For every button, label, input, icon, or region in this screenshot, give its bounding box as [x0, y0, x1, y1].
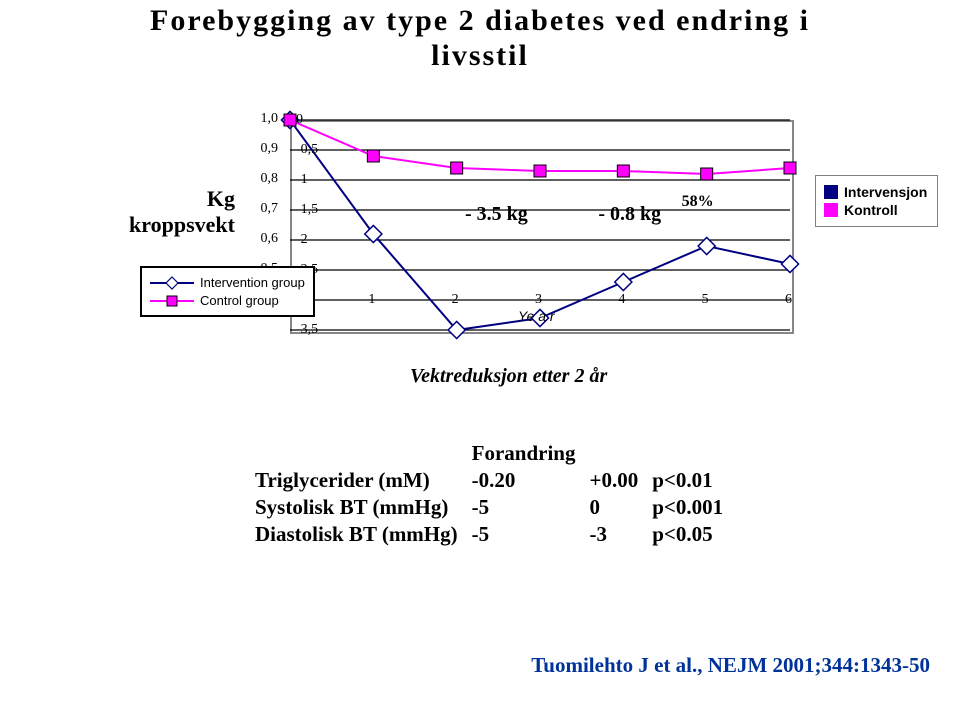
chart-annotation: - 0.8 kg — [598, 203, 661, 226]
table-header — [255, 440, 472, 467]
table-cell: p<0.001 — [652, 494, 737, 521]
table-header — [652, 440, 737, 467]
table-cell: +0.00 — [589, 467, 652, 494]
legend-box: Intervensjon Kontroll — [815, 175, 938, 227]
table-row: Diastolisk BT (mmHg)-5-3p<0.05 — [255, 521, 737, 548]
legend-item: Intervensjon — [824, 184, 927, 200]
table-cell: 0 — [589, 494, 652, 521]
table-row: Systolisk BT (mmHg)-50p<0.001 — [255, 494, 737, 521]
legend-marker-icon — [150, 276, 194, 290]
y-tick-inner: -3,5 — [296, 322, 318, 338]
x-axis-title: Ye a r — [518, 308, 555, 324]
table-row: Triglycerider (mM)-0.20+0.00p<0.01 — [255, 467, 737, 494]
table-cell: Systolisk BT (mmHg) — [255, 494, 472, 521]
y-tick-inner: -1,5 — [296, 202, 318, 218]
x-tick: 1 — [368, 292, 375, 308]
slide-root: Forebygging av type 2 diabetes ved endri… — [0, 0, 960, 708]
legend-marker-icon — [150, 294, 194, 308]
y-tick-inner: -2 — [296, 232, 308, 248]
legend-label: Kontroll — [844, 202, 898, 218]
citation: Tuomilehto J et al., NEJM 2001;344:1343-… — [531, 653, 930, 678]
x-tick: 5 — [702, 292, 709, 308]
table-cell: -3 — [589, 521, 652, 548]
legend-swatch-icon — [824, 203, 838, 217]
original-legend-label: Intervention group — [200, 275, 305, 290]
chart-caption: Vektreduksjon etter 2 år — [410, 365, 607, 388]
y-tick-outer: 0,9 — [238, 141, 278, 157]
results-table: ForandringTriglycerider (mM)-0.20+0.00p<… — [255, 440, 737, 548]
table-header — [589, 440, 652, 467]
table-cell: Diastolisk BT (mmHg) — [255, 521, 472, 548]
original-legend-label: Control group — [200, 293, 279, 308]
original-legend-item: Intervention group — [150, 275, 305, 290]
y-tick-outer: 0,6 — [238, 231, 278, 247]
legend-label: Intervensjon — [844, 184, 927, 200]
y-tick-outer: 0,8 — [238, 171, 278, 187]
table-cell: p<0.01 — [652, 467, 737, 494]
table-cell: -5 — [472, 494, 590, 521]
y-tick-inner: -1 — [296, 172, 308, 188]
x-tick: 2 — [452, 292, 459, 308]
chart-annotation: 58% — [682, 193, 714, 211]
table-header: Forandring — [472, 440, 590, 467]
x-tick: 6 — [785, 292, 792, 308]
x-tick: 3 — [535, 292, 542, 308]
y-tick-inner: -0,5 — [296, 142, 318, 158]
y-tick-outer: 1,0 — [238, 111, 278, 127]
chart-annotation: - 3.5 kg — [465, 203, 528, 226]
table-cell: -0.20 — [472, 467, 590, 494]
x-tick: 4 — [618, 292, 625, 308]
y-tick-inner: 0 — [296, 112, 303, 128]
table-cell: Triglycerider (mM) — [255, 467, 472, 494]
original-legend-item: Control group — [150, 293, 305, 308]
table-cell: p<0.05 — [652, 521, 737, 548]
y-tick-outer: 0,7 — [238, 201, 278, 217]
chart-svg — [0, 0, 960, 708]
legend-item: Kontroll — [824, 202, 927, 218]
original-legend-box: Intervention group Control group — [140, 266, 315, 317]
legend-swatch-icon — [824, 185, 838, 199]
table-cell: -5 — [472, 521, 590, 548]
